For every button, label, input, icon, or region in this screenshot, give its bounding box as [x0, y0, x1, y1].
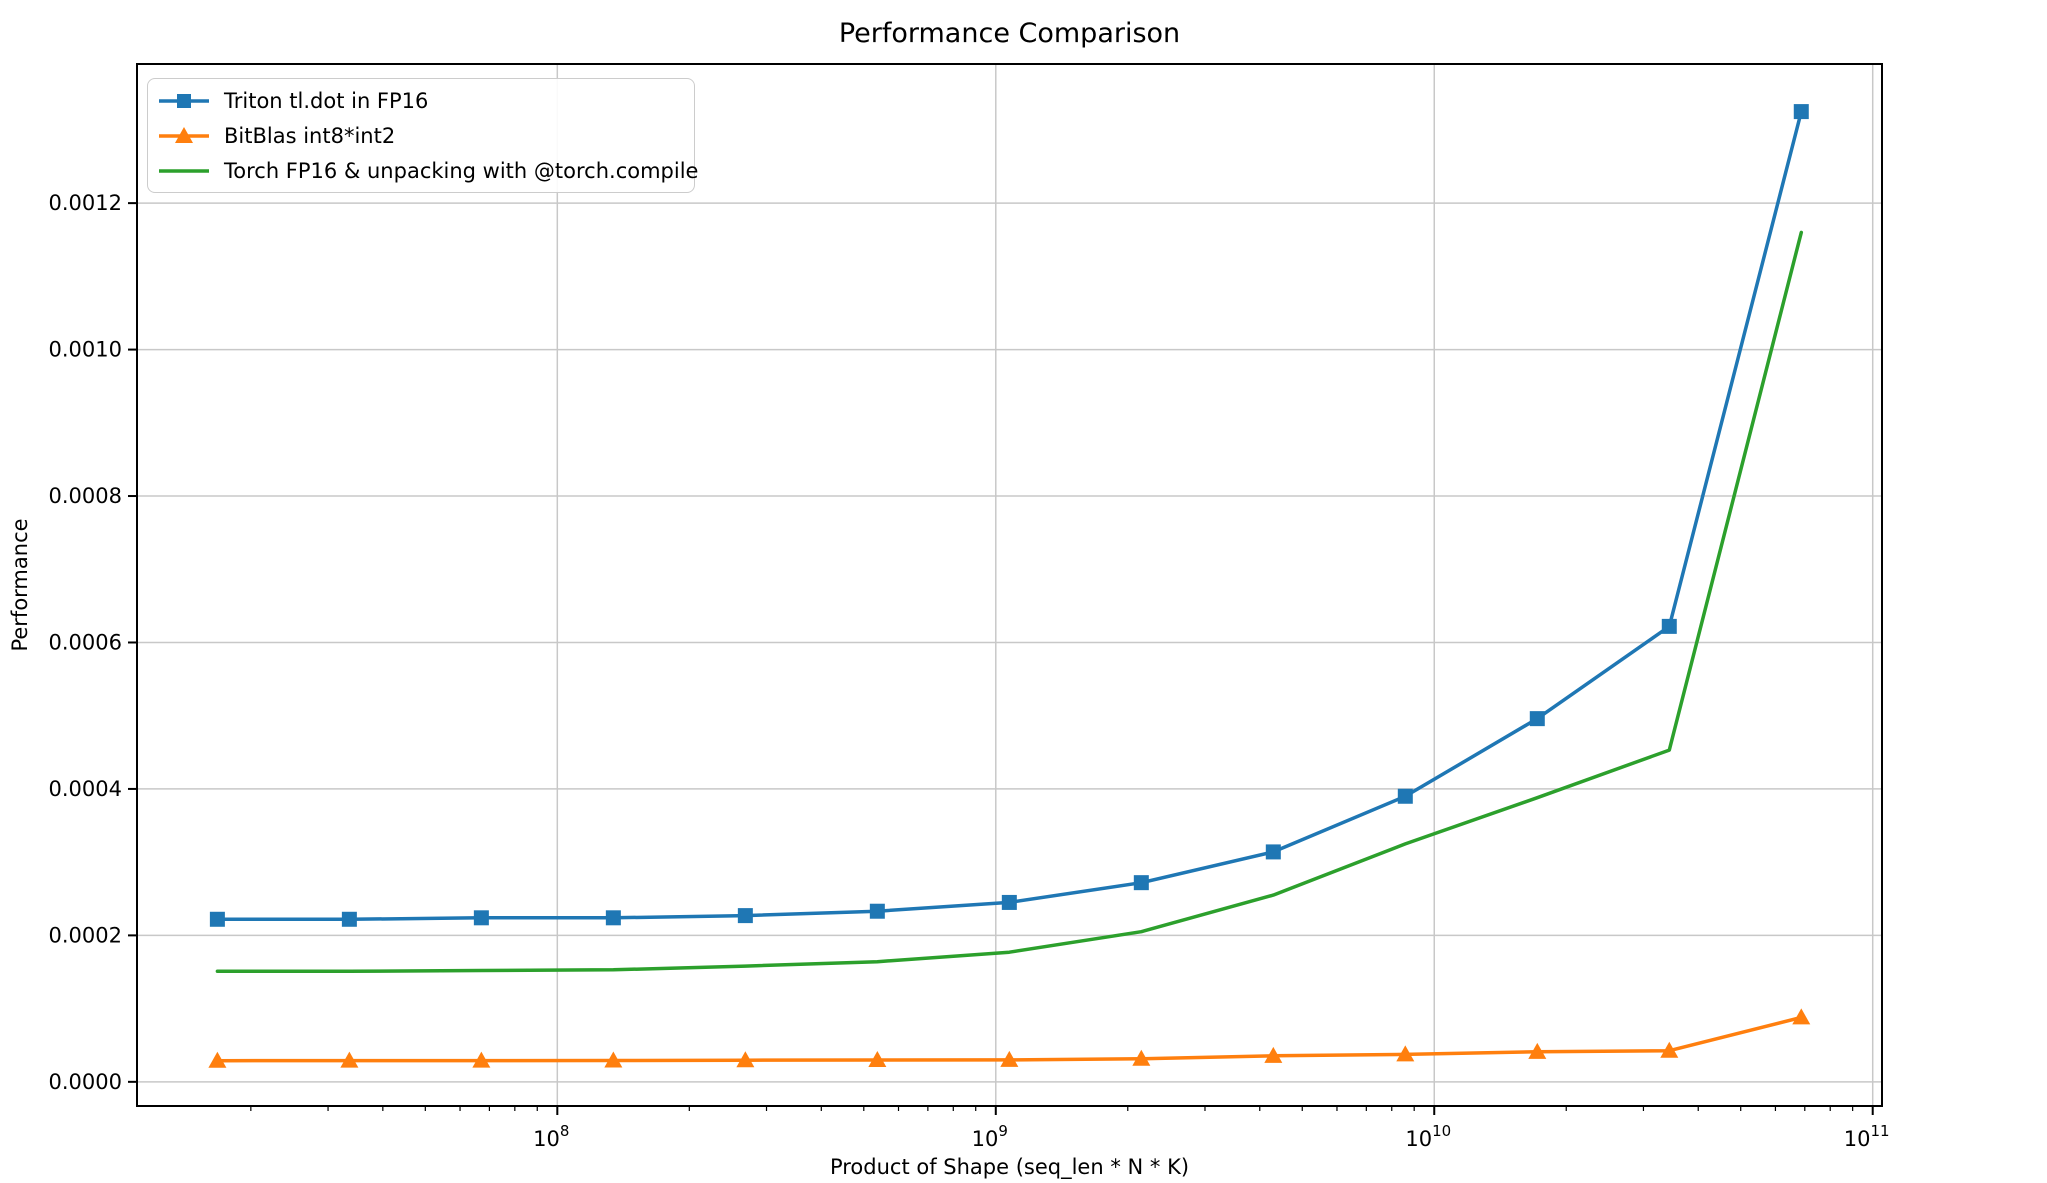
legend-item-bitblas: BitBlas int8*int2 — [156, 119, 686, 152]
triangle-marker — [1528, 1042, 1547, 1059]
square-marker — [209, 911, 225, 927]
x-tick-label: 108 — [533, 1122, 569, 1151]
y-axis-label: Performance — [8, 518, 32, 652]
triangle-marker — [340, 1051, 359, 1068]
square-marker — [1001, 894, 1017, 910]
triangle-marker — [472, 1051, 491, 1068]
y-tick-label: 0.0004 — [49, 777, 122, 801]
triangle-marker — [1000, 1050, 1019, 1067]
square-marker — [1529, 711, 1545, 727]
legend-label: Triton tl.dot in FP16 — [224, 88, 429, 113]
x-tick-label: 1011 — [1844, 1122, 1890, 1151]
square-marker — [605, 910, 621, 926]
legend-item-triton: Triton tl.dot in FP16 — [156, 84, 686, 117]
series-line-2 — [215, 230, 1804, 974]
square-marker — [869, 903, 885, 919]
triangle-marker — [1792, 1008, 1811, 1025]
square-marker — [473, 910, 489, 926]
triangle-marker — [868, 1051, 887, 1068]
y-tick-label: 0.0002 — [49, 923, 122, 947]
legend: Triton tl.dot in FP16 BitBlas int8*int2 … — [147, 78, 698, 193]
triangle-marker — [1132, 1049, 1151, 1066]
square-marker — [737, 908, 753, 924]
triangle-marker — [1660, 1041, 1679, 1058]
x-axis-label: Product of Shape (seq_len * N * K) — [829, 1155, 1190, 1179]
square-marker — [1661, 618, 1677, 634]
legend-label: Torch FP16 & unpacking with @torch.compi… — [224, 158, 699, 183]
legend-line-square-sample-icon — [159, 93, 209, 108]
y-tick-label: 0.0006 — [49, 630, 122, 654]
square-marker — [1133, 875, 1149, 891]
legend-label: BitBlas int8*int2 — [224, 123, 396, 148]
triangle-marker — [208, 1051, 227, 1068]
legend-item-torch: Torch FP16 & unpacking with @torch.compi… — [156, 154, 698, 187]
triangle-marker — [1264, 1046, 1283, 1063]
y-tick-label: 0.0008 — [49, 484, 122, 508]
y-tick-label: 0.0000 — [49, 1070, 122, 1094]
x-tick-label: 109 — [972, 1122, 1008, 1151]
axes-frame — [136, 63, 1883, 1107]
legend-line-sample-icon — [159, 168, 209, 173]
square-marker — [341, 911, 357, 927]
triangle-marker — [1396, 1045, 1415, 1062]
legend-line-triangle-sample-icon — [159, 126, 209, 143]
square-marker — [1265, 844, 1281, 860]
y-tick-label: 0.0010 — [49, 338, 122, 362]
triangle-marker — [736, 1051, 755, 1068]
x-tick-label: 1010 — [1405, 1122, 1451, 1151]
series-line-0 — [215, 109, 1804, 922]
y-tick-label: 0.0012 — [49, 191, 122, 215]
square-marker — [1793, 104, 1809, 120]
triangle-marker — [604, 1051, 623, 1068]
square-marker — [1397, 788, 1413, 804]
chart-title: Performance Comparison — [838, 18, 1181, 49]
